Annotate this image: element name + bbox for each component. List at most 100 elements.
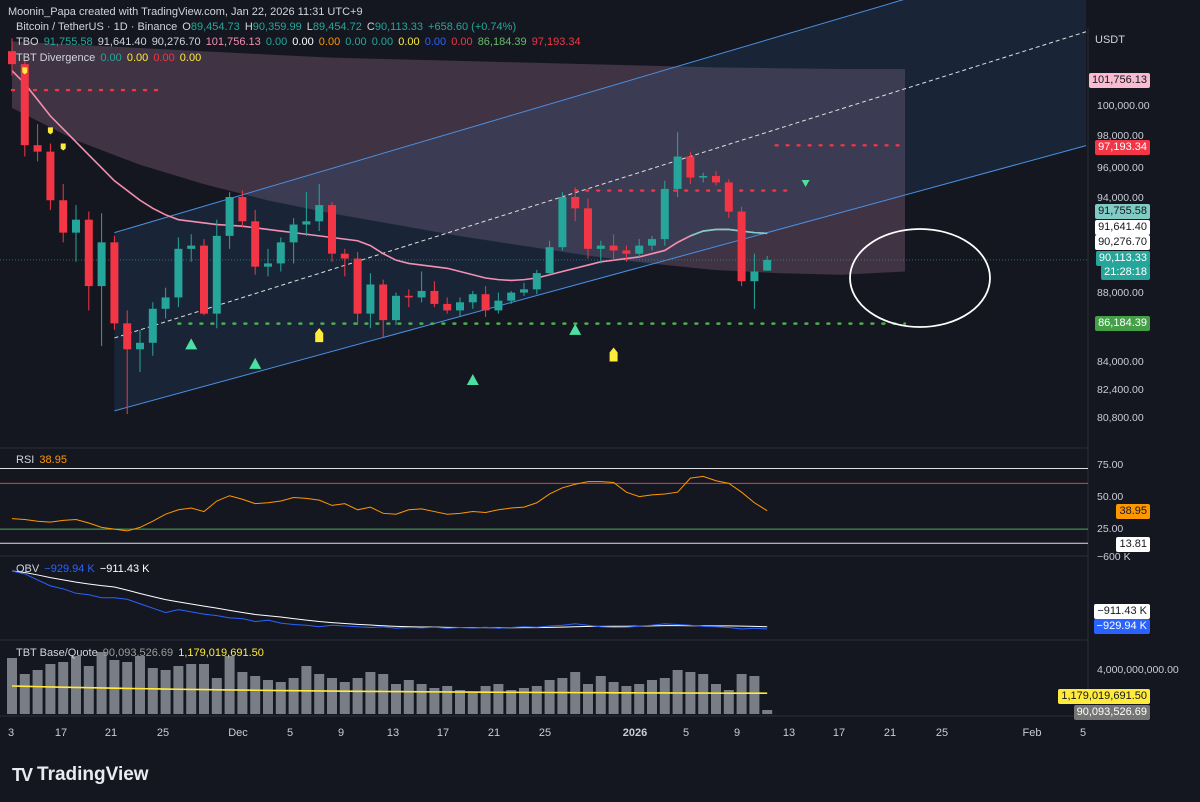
tbo-name: TBO: [16, 36, 39, 48]
candle-body: [635, 245, 644, 254]
candle-body: [622, 250, 631, 254]
time-tick: 9: [337, 727, 345, 739]
level-dots: [0, 88, 1088, 325]
candle-body: [468, 294, 477, 303]
volume-bar: [378, 674, 389, 714]
price-label-90276: 90,276.70: [1095, 235, 1150, 250]
candle-body: [97, 242, 106, 287]
tradingview-brand[interactable]: TV TradingView: [12, 764, 149, 786]
divergence-legend[interactable]: TBT Divergence 0.00 0.00 0.00 0.00: [16, 52, 203, 64]
volume-bar: [237, 672, 248, 714]
tbo-v4: 101,756.13: [205, 36, 261, 48]
candle-body: [750, 271, 759, 282]
volume-bar: [749, 676, 760, 714]
candle-body: [404, 295, 413, 298]
price-label-101756: 101,756.13: [1088, 73, 1150, 88]
time-tick: 5: [682, 727, 690, 739]
volume-bar: [96, 652, 107, 714]
candle-body: [686, 156, 695, 178]
candle-body: [456, 302, 464, 311]
candle-body: [507, 292, 516, 301]
channel-lower: [114, 145, 1087, 412]
rsi-name: RSI: [16, 454, 35, 466]
rsi-tick: 75.00: [1097, 459, 1124, 471]
volume-bar: [455, 690, 465, 714]
candle-body: [379, 284, 388, 321]
div-z1: 0.00: [100, 52, 122, 64]
base-v2: 1,179,019,691.50: [178, 647, 264, 659]
div-name: TBT Divergence: [16, 52, 96, 64]
volume-bar: [32, 670, 43, 714]
volume-bar: [608, 682, 619, 714]
creator-line: Moonin_Papa created with TradingView.com…: [8, 6, 363, 18]
symbol-legend[interactable]: Bitcoin / TetherUS · 1D · Binance O89,45…: [16, 21, 518, 33]
candle-body: [520, 289, 528, 293]
volume-bar: [634, 684, 645, 714]
candle-body: [648, 239, 656, 246]
tbo-z8: 0.00: [451, 36, 473, 48]
price-tick: 96,000.00: [1097, 162, 1144, 174]
volume-bar: [557, 678, 568, 714]
candle-body: [763, 259, 772, 271]
candle-body: [251, 221, 260, 267]
price-label-91641: 91,641.40: [1095, 220, 1150, 235]
base-baseline-label: 1,179,019,691.50: [1058, 689, 1150, 704]
moving-average: [11, 70, 768, 282]
obv-line: [11, 570, 768, 630]
volume-bar: [160, 670, 171, 714]
price-label-current: 90,113.33: [1095, 251, 1150, 266]
candle-body: [532, 273, 541, 290]
candle-body: [238, 197, 247, 222]
volume-bar: [429, 688, 440, 714]
base-quote-legend[interactable]: TBT Base/Quote 90,093,526.69 1,179,019,6…: [16, 647, 266, 659]
price-tick: 84,000.00: [1097, 356, 1144, 368]
volume-bar: [83, 666, 94, 714]
candles[interactable]: [8, 38, 772, 415]
volume-bar: [711, 684, 721, 714]
open-value: 89,454.73: [190, 21, 240, 33]
volume-bar: [301, 666, 312, 714]
volume-bar: [506, 690, 517, 714]
volume-bar: [480, 686, 491, 714]
candle-body: [340, 253, 349, 259]
candle-body: [46, 151, 55, 201]
indicator-panes: [0, 28, 1089, 717]
candle-body: [430, 290, 439, 304]
volume-bar: [71, 656, 81, 714]
base-name: TBT Base/Quote: [16, 647, 98, 659]
div-z3: 0.00: [153, 52, 175, 64]
time-tick: Dec: [228, 727, 248, 739]
volume-bar: [762, 710, 773, 714]
tbo-v3: 90,276.70: [151, 36, 201, 48]
volume-bar: [339, 682, 350, 714]
high-value: 90,359.99: [252, 21, 302, 33]
rsi-legend[interactable]: RSI 38.95: [16, 454, 69, 466]
candle-body: [187, 245, 196, 249]
volume-bar: [416, 684, 427, 714]
candle-body: [366, 284, 375, 314]
rsi-value: 38.95: [39, 454, 67, 466]
obv-legend[interactable]: OBV −929.94 K −911.43 K: [16, 563, 151, 575]
ma-line: [11, 70, 768, 282]
volume-bar: [263, 680, 273, 714]
candle-body: [212, 235, 221, 314]
time-tick-year: 2026: [622, 727, 648, 739]
tbo-z5: 0.00: [371, 36, 394, 48]
obv-v2: −911.43 K: [99, 563, 150, 575]
time-tick: 25: [156, 727, 170, 739]
price-tick: 88,000.00: [1097, 287, 1144, 299]
volume-bar: [736, 674, 747, 714]
annotation-circle[interactable]: [849, 228, 991, 328]
base-v1: 90,093,526.69: [102, 647, 174, 659]
candle-body: [276, 242, 285, 264]
candle-body: [545, 247, 554, 274]
candle-body: [110, 242, 119, 324]
tbo-v6: 97,193.34: [531, 36, 581, 48]
tbo-z6: 0.00: [398, 36, 420, 48]
time-tick: 9: [733, 727, 741, 739]
rsi-pane: [0, 467, 1088, 544]
tbo-legend[interactable]: TBO 91,755.58 91,641.40 90,276.70 101,75…: [16, 36, 583, 48]
volume-bar: [19, 674, 30, 714]
volume-bar: [327, 678, 337, 714]
